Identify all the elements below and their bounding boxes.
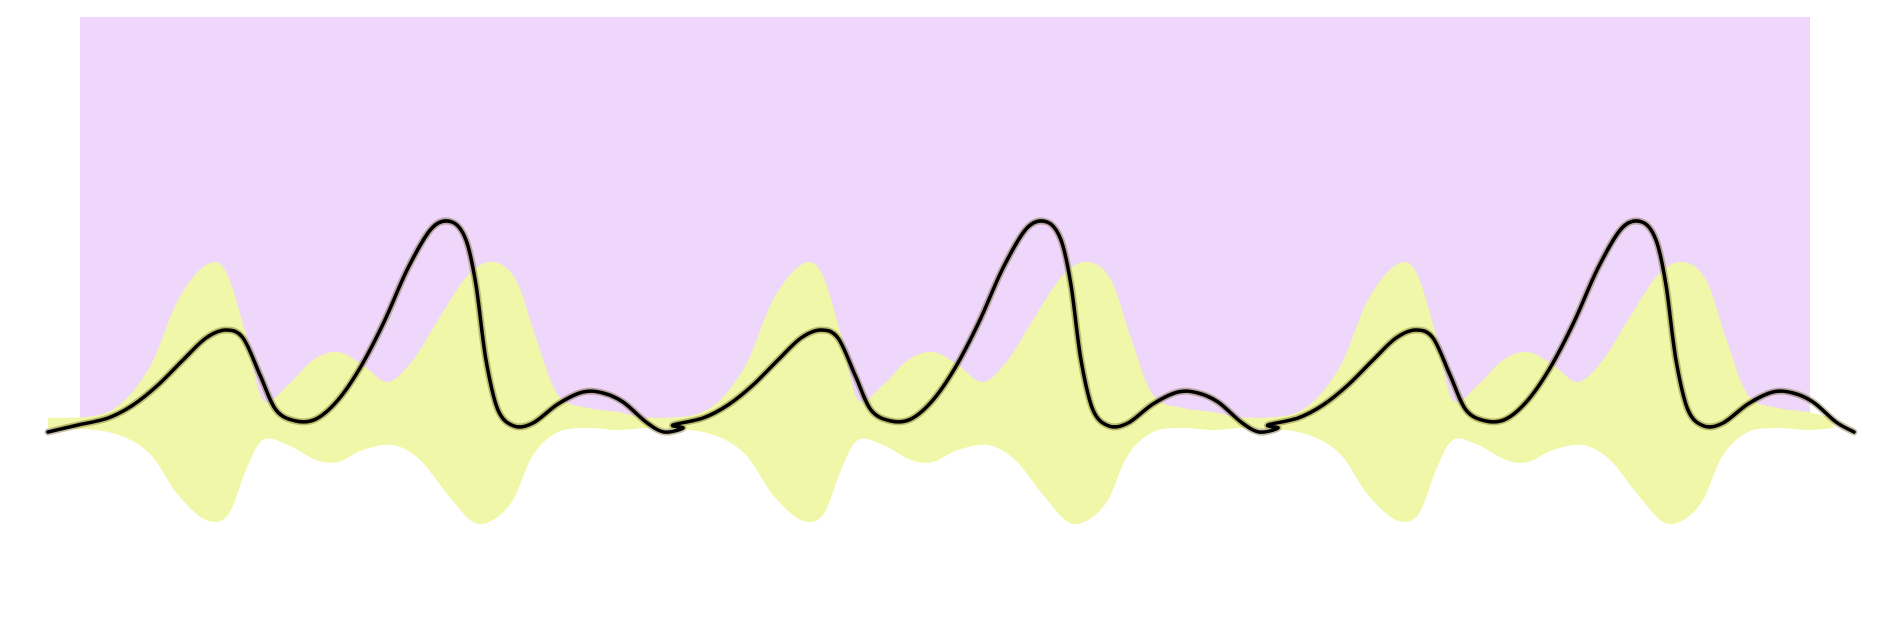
waveform-trace — [46, 219, 1856, 434]
waveform-trace-group — [44, 217, 1858, 436]
